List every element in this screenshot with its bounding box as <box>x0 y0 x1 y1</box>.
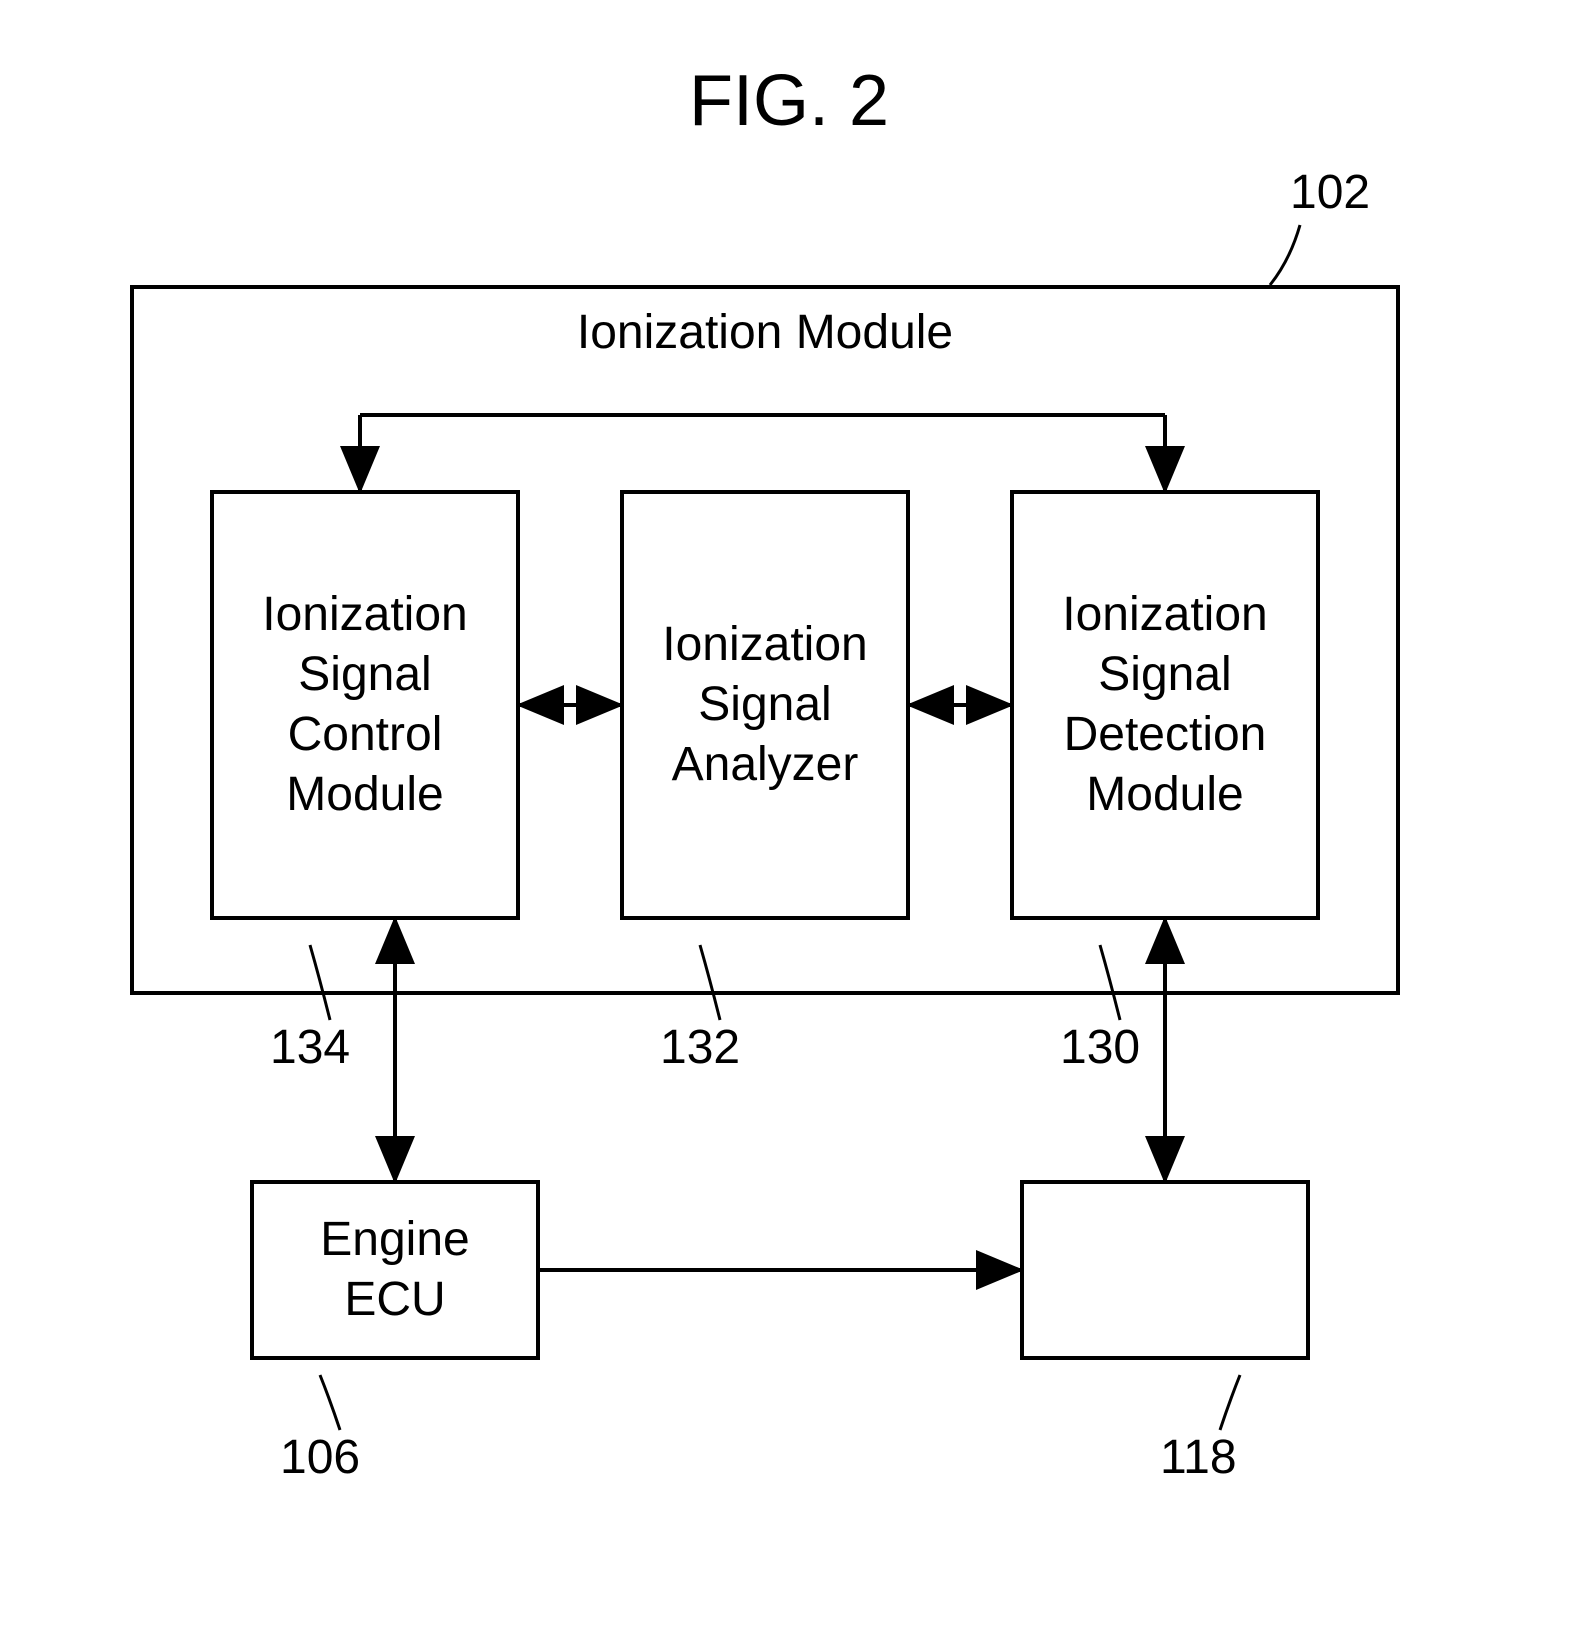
control-module-box: Ionization Signal Control Module <box>210 490 520 920</box>
ref-102: 102 <box>1290 165 1370 220</box>
ref-106: 106 <box>280 1430 360 1485</box>
ionization-module-title: Ionization Module <box>130 305 1400 360</box>
figure-title: FIG. 2 <box>0 60 1578 142</box>
ref-134: 134 <box>270 1020 350 1075</box>
ref-132: 132 <box>660 1020 740 1075</box>
analyzer-box: Ionization Signal Analyzer <box>620 490 910 920</box>
detection-module-box: Ionization Signal Detection Module <box>1010 490 1320 920</box>
output-box <box>1020 1180 1310 1360</box>
engine-ecu-box: Engine ECU <box>250 1180 540 1360</box>
ref-118: 118 <box>1160 1430 1237 1485</box>
ref-130: 130 <box>1060 1020 1140 1075</box>
